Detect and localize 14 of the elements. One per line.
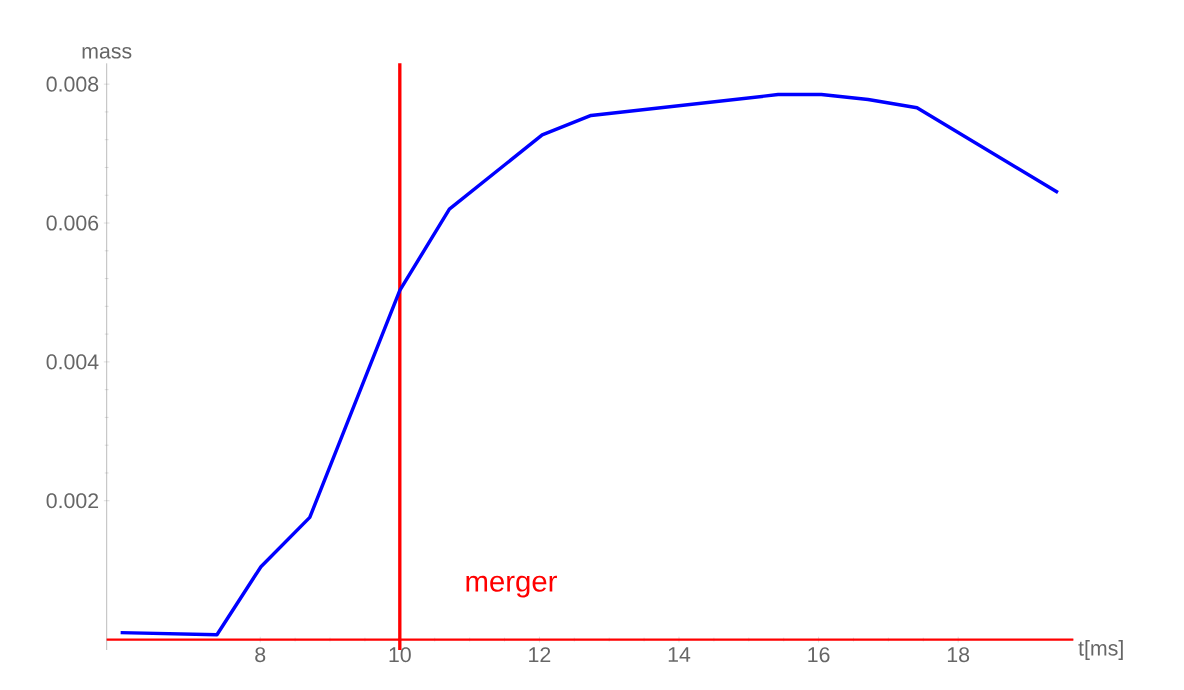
y-tick-label: 0.004 [46,354,99,370]
y-axis-title: mass [82,46,132,59]
y-tick-label: 0.002 [46,493,99,509]
x-tick-label: 12 [529,647,551,663]
x-tick-label: 8 [255,647,266,663]
x-tick-label: 16 [808,647,830,663]
x-axis-title: t[ms] [1078,640,1123,660]
x-tick-label: 18 [947,647,970,663]
y-tick-label: 0.006 [46,215,99,231]
line-series [118,92,1060,637]
x-tick-label: 10 [389,647,411,663]
y-tick-label: 0.008 [46,76,99,92]
ref-line-label: merger [466,575,557,598]
x-tick-label: 14 [668,647,691,662]
